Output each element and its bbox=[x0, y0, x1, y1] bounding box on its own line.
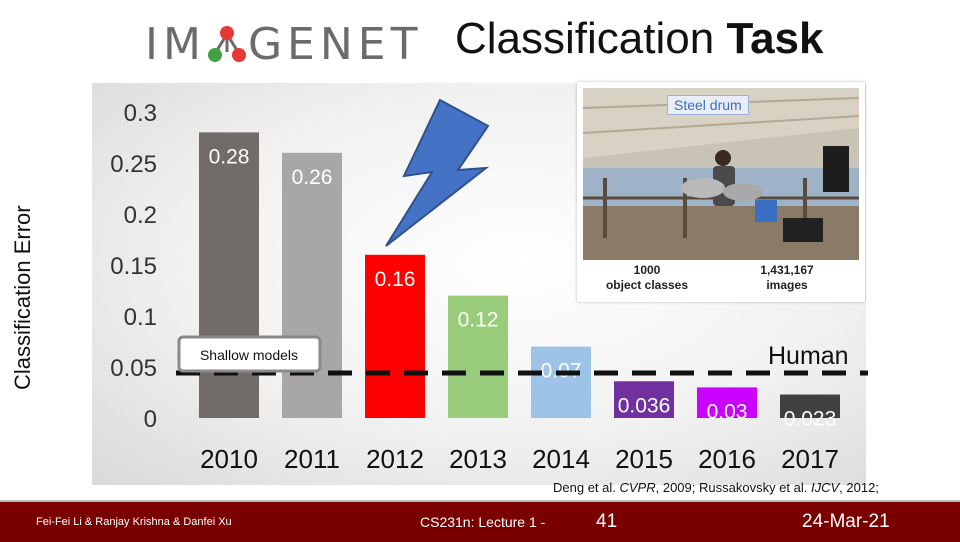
y-tick-label: 0.1 bbox=[124, 304, 157, 331]
title-bold: Task bbox=[726, 14, 824, 63]
y-tick-label: 0.2 bbox=[124, 202, 157, 229]
citation-venue2: IJCV bbox=[810, 480, 840, 495]
footer-date: 24-Mar-21 bbox=[802, 511, 890, 532]
bar-chart: 0 0.05 0.1 0.15 0.2 0.25 0.3 0.28 2010 0.26 2011 0.… bbox=[110, 98, 868, 474]
value-label-2016: 0.03 bbox=[707, 400, 748, 423]
x-tick-label-2017: 2017 bbox=[781, 444, 839, 474]
citation: Deng et al. CVPR, 2009; Russakovsky et a… bbox=[553, 480, 879, 495]
bar-2013 bbox=[448, 295, 508, 418]
classes-count: 1000 bbox=[633, 263, 661, 277]
classes-label: object classes bbox=[605, 278, 689, 292]
images-count: 1,431,167 bbox=[760, 263, 814, 277]
x-tick-label-2016: 2016 bbox=[698, 444, 756, 474]
bar-2011 bbox=[282, 152, 342, 419]
value-label-2013: 0.12 bbox=[458, 309, 499, 332]
logo-text-left: IM bbox=[145, 18, 206, 70]
x-tick-label-2011: 2011 bbox=[284, 444, 340, 474]
shallow-models-box bbox=[177, 335, 322, 373]
footer-page-number: 41 bbox=[596, 511, 618, 532]
citation-part3: , 2012; bbox=[839, 480, 879, 495]
images-stat: 1,431,167 images bbox=[727, 263, 847, 293]
bar-2016 bbox=[697, 387, 757, 418]
citation-part1: Deng et al. bbox=[553, 480, 620, 495]
human-label: Human bbox=[768, 342, 849, 370]
lightning-bolt-icon bbox=[385, 98, 490, 247]
logo-tree-icon bbox=[207, 26, 246, 62]
x-tick-label-2014: 2014 bbox=[532, 444, 590, 474]
value-label-2015: 0.036 bbox=[618, 394, 671, 417]
citation-venue1: CVPR bbox=[619, 480, 656, 495]
object-classes-stat: 1000 object classes bbox=[597, 263, 697, 293]
y-tick-label: 0.15 bbox=[110, 253, 157, 280]
value-label-2010: 0.28 bbox=[209, 145, 250, 168]
bar-2017 bbox=[780, 394, 840, 418]
x-tick-label-2010: 2010 bbox=[200, 444, 258, 474]
footer-authors: Fei-Fei Li & Ranjay Krishna & Danfei Xu bbox=[36, 516, 232, 528]
x-tick-label-2013: 2013 bbox=[449, 444, 507, 474]
shallow-models-label: Shallow models bbox=[200, 347, 298, 363]
bar-2015 bbox=[614, 381, 674, 418]
bar-2014 bbox=[531, 346, 591, 418]
steel-drum-photo bbox=[583, 88, 859, 260]
y-tick-label: 0.3 bbox=[124, 100, 157, 127]
sample-image-panel: Steel drum 1000 object classes 1,431,167… bbox=[577, 82, 865, 302]
bar-2012 bbox=[365, 254, 425, 418]
value-label-2017: 0.023 bbox=[784, 408, 837, 431]
title-regular: Classification bbox=[455, 14, 715, 63]
citation-part2: , 2009; Russakovsky et al. bbox=[655, 480, 811, 495]
imagenet-logo: IM GENET bbox=[145, 16, 422, 72]
slide-footer: Fei-Fei Li & Ranjay Krishna & Danfei Xu … bbox=[0, 500, 960, 542]
slide-title: Classification Task bbox=[455, 14, 823, 64]
logo-text-right: GENET bbox=[247, 18, 423, 70]
image-label-tag: Steel drum bbox=[667, 95, 749, 115]
images-label: images bbox=[766, 278, 808, 292]
x-tick-label-2015: 2015 bbox=[615, 444, 673, 474]
x-tick-label-2012: 2012 bbox=[366, 444, 424, 474]
y-tick-label: 0.05 bbox=[110, 355, 157, 382]
value-label-2011: 0.26 bbox=[292, 166, 333, 189]
y-tick-label: 0 bbox=[144, 406, 157, 433]
footer-course: CS231n: Lecture 1 - bbox=[420, 514, 546, 530]
value-label-2012: 0.16 bbox=[375, 268, 416, 291]
y-tick-label: 0.25 bbox=[110, 151, 157, 178]
